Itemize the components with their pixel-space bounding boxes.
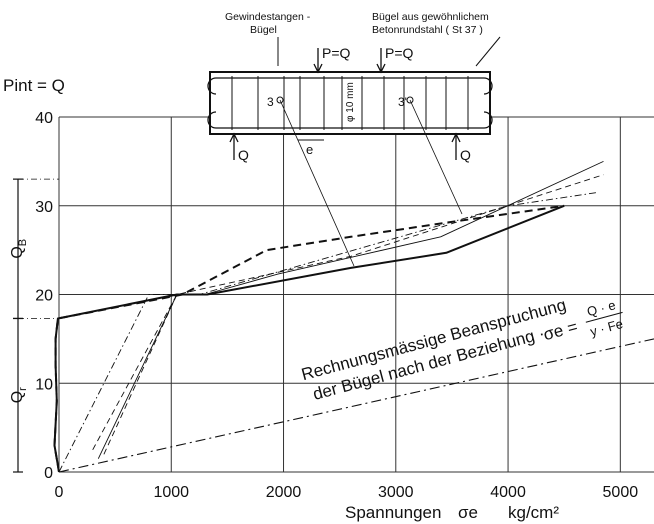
load-label-left: P=Q: [322, 45, 351, 61]
series-line-4: [92, 174, 604, 451]
load-arrowhead-right: [376, 63, 386, 74]
label-threaded-stirrups-1: Gewindestangen -: [225, 11, 311, 23]
annotation-group: Rechnungsmässige Beanspruchung der Bügel…: [299, 295, 625, 404]
label-plain-stirrups-1: Bügel aus gewöhnlichem: [372, 11, 489, 23]
y-tick-label: 0: [44, 465, 53, 482]
pointer-3: [279, 99, 355, 267]
y-tick-label: 10: [35, 376, 53, 393]
hook-top-left: [207, 77, 217, 95]
support-arrowhead-right: [451, 132, 461, 143]
hook-top-right: [483, 77, 493, 95]
x-tick-labels: 0 1000 2000 3000 4000 5000: [55, 484, 639, 501]
y-tick-label: 30: [35, 199, 53, 216]
diameter-label: φ 10 mm: [345, 82, 356, 122]
beam-outline: [209, 71, 491, 135]
label-threaded-stirrups-2: Bügel: [250, 24, 277, 36]
support-label-right: Q: [460, 147, 471, 163]
grid: [58, 116, 654, 473]
x-tick-label: 3000: [378, 484, 414, 501]
x-axis-label: Spannungen: [345, 503, 441, 522]
pointer-3-prime: [409, 99, 463, 215]
y-tick-labels: 0 10 20 30 40: [35, 110, 53, 482]
spacing-label: e: [306, 142, 313, 157]
x-tick-label: 1000: [153, 484, 189, 501]
x-tick-label: 5000: [603, 484, 639, 501]
range-label-subscript: r: [17, 387, 29, 391]
marker-3-prime-label: 3': [398, 95, 407, 109]
range-label: Qr: [9, 387, 29, 403]
formula-lhs: σe =: [541, 317, 579, 344]
series-line-5: [58, 191, 598, 473]
y-axis-label: Pint = Q: [3, 76, 65, 95]
load-label-right: P=Q: [385, 45, 414, 61]
series-line-2: [53, 204, 565, 473]
range-label-group: QB: [9, 239, 29, 259]
y-tick-label: 40: [35, 110, 53, 127]
formula-numerator: Q · e: [585, 297, 617, 319]
x-tick-label: 0: [55, 484, 64, 501]
x-axis-unit: kg/cm²: [508, 503, 559, 522]
hook-bottom-right: [483, 111, 493, 129]
x-tick-label: 2000: [266, 484, 302, 501]
marker-3-label: 3: [267, 95, 274, 109]
support-label-left: Q: [238, 147, 249, 163]
label-plain-stirrups-2: Betonrundstahl ( St 37 ): [372, 24, 483, 36]
support-arrowhead-left: [229, 132, 239, 143]
beam-stirrups: [207, 76, 493, 130]
y-tick-label: 20: [35, 288, 53, 305]
series-line-7: [58, 338, 654, 473]
formula-fraction-bar: [585, 311, 623, 323]
hook-bottom-left: [207, 111, 217, 129]
series-line-6: [103, 294, 178, 455]
x-axis-symbol: σe: [458, 503, 478, 522]
load-arrowhead-left: [313, 63, 323, 74]
load-range-markers: QB Qr: [9, 178, 59, 473]
series-line-3: [97, 160, 604, 459]
leader-right: [475, 36, 501, 67]
formula-denominator: y · Fe: [589, 316, 625, 339]
series-group: [53, 160, 654, 473]
range-label-subscript: B: [17, 239, 29, 246]
x-tick-label: 4000: [490, 484, 526, 501]
range-label: QB: [9, 239, 29, 259]
beam-inset: 3 3' φ 10 mm P=Q P=Q Q Q e Gewindestange…: [207, 11, 501, 267]
range-label-group: Qr: [9, 387, 29, 403]
